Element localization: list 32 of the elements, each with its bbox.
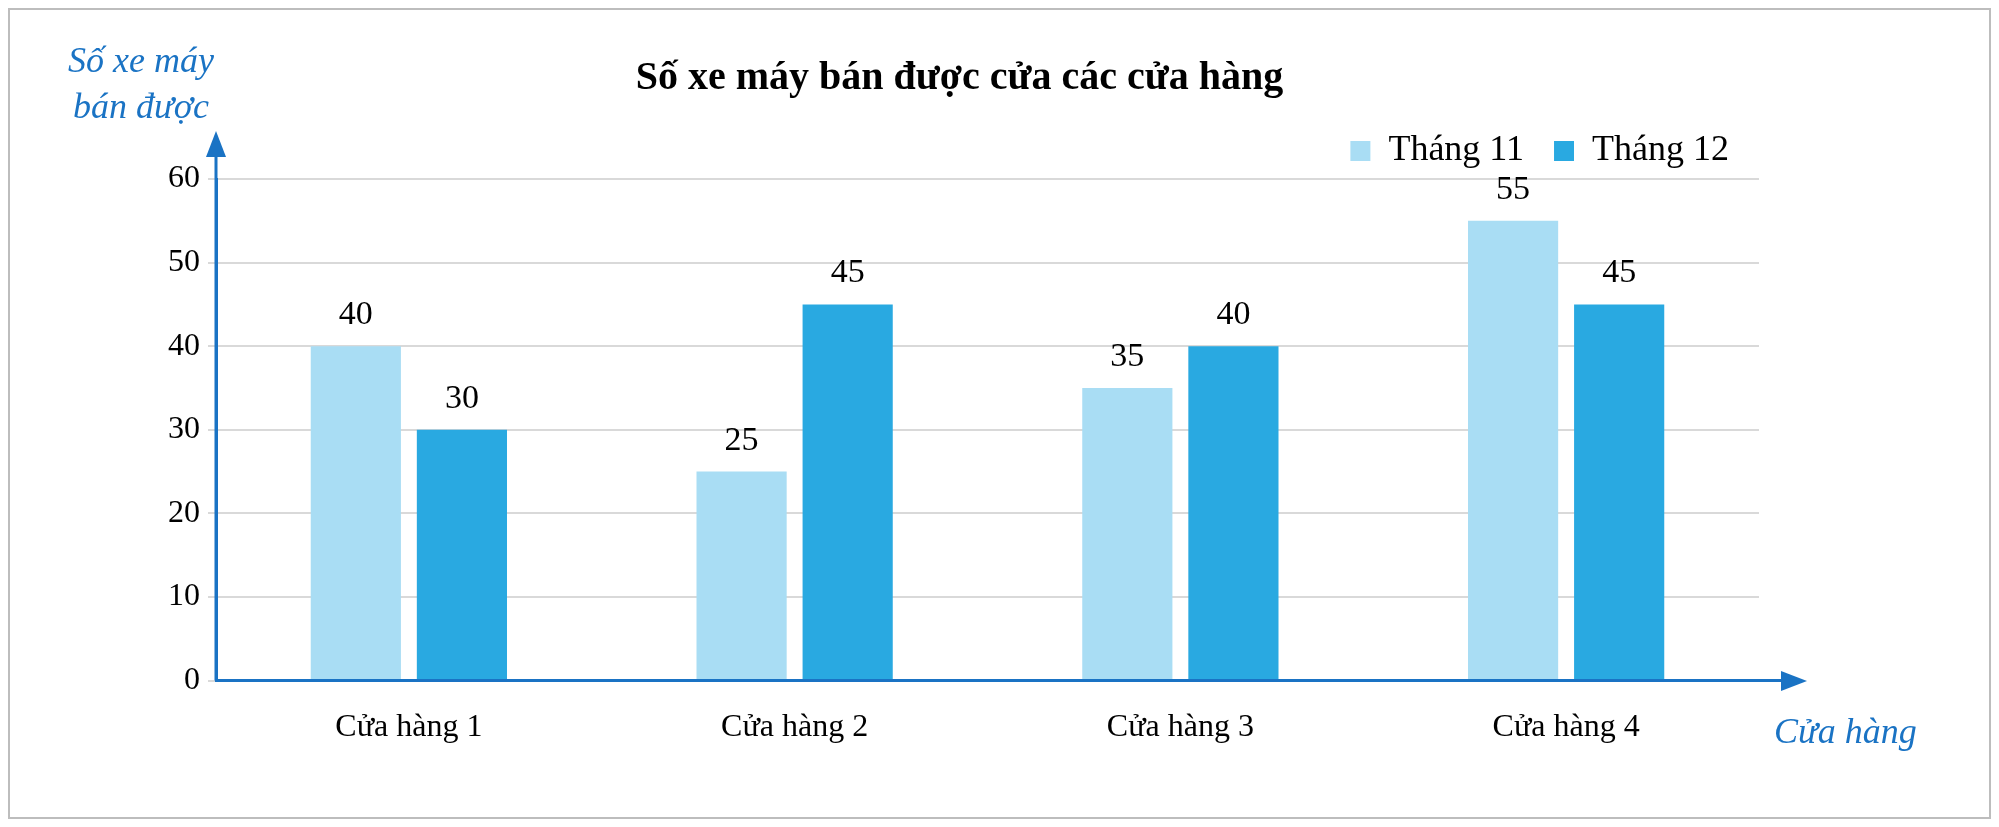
bar	[1082, 388, 1173, 680]
legend-label: Tháng 11	[1388, 128, 1525, 169]
y-tick-label: 0	[184, 660, 200, 697]
bar	[1188, 346, 1279, 680]
y-axis-title: Số xe máy bán được	[68, 40, 214, 126]
bar	[696, 471, 787, 680]
x-tick-label: Cửa hàng 2	[721, 707, 869, 744]
x-tick-label: Cửa hàng 1	[335, 707, 483, 744]
bar	[416, 429, 507, 680]
y-tick-label: 30	[168, 409, 200, 446]
data-label: 35	[1110, 335, 1145, 373]
y-tick-label: 10	[168, 576, 200, 613]
data-label: 25	[724, 419, 759, 457]
y-tick-label: 40	[168, 325, 200, 362]
bar	[1468, 220, 1559, 680]
data-label: 45	[1602, 252, 1637, 290]
chart-title: Số xe máy bán được cửa các cửa hàng	[635, 53, 1284, 99]
data-label: 30	[444, 377, 479, 415]
bar	[802, 304, 893, 680]
y-tick-label: 20	[168, 492, 200, 529]
data-label: 55	[1496, 168, 1531, 206]
data-label: 40	[338, 294, 373, 332]
x-axis-title: Cửa hàng	[1774, 710, 1917, 751]
x-tick-label: Cửa hàng 4	[1492, 707, 1640, 744]
y-tick-label: 60	[168, 158, 200, 195]
data-label: 45	[830, 252, 865, 290]
y-tick-label: 50	[168, 242, 200, 279]
data-label: 40	[1216, 294, 1251, 332]
bar	[1574, 304, 1665, 680]
bar	[310, 346, 401, 680]
x-tick-label: Cửa hàng 3	[1106, 707, 1254, 744]
legend-label: Tháng 12	[1592, 128, 1729, 169]
